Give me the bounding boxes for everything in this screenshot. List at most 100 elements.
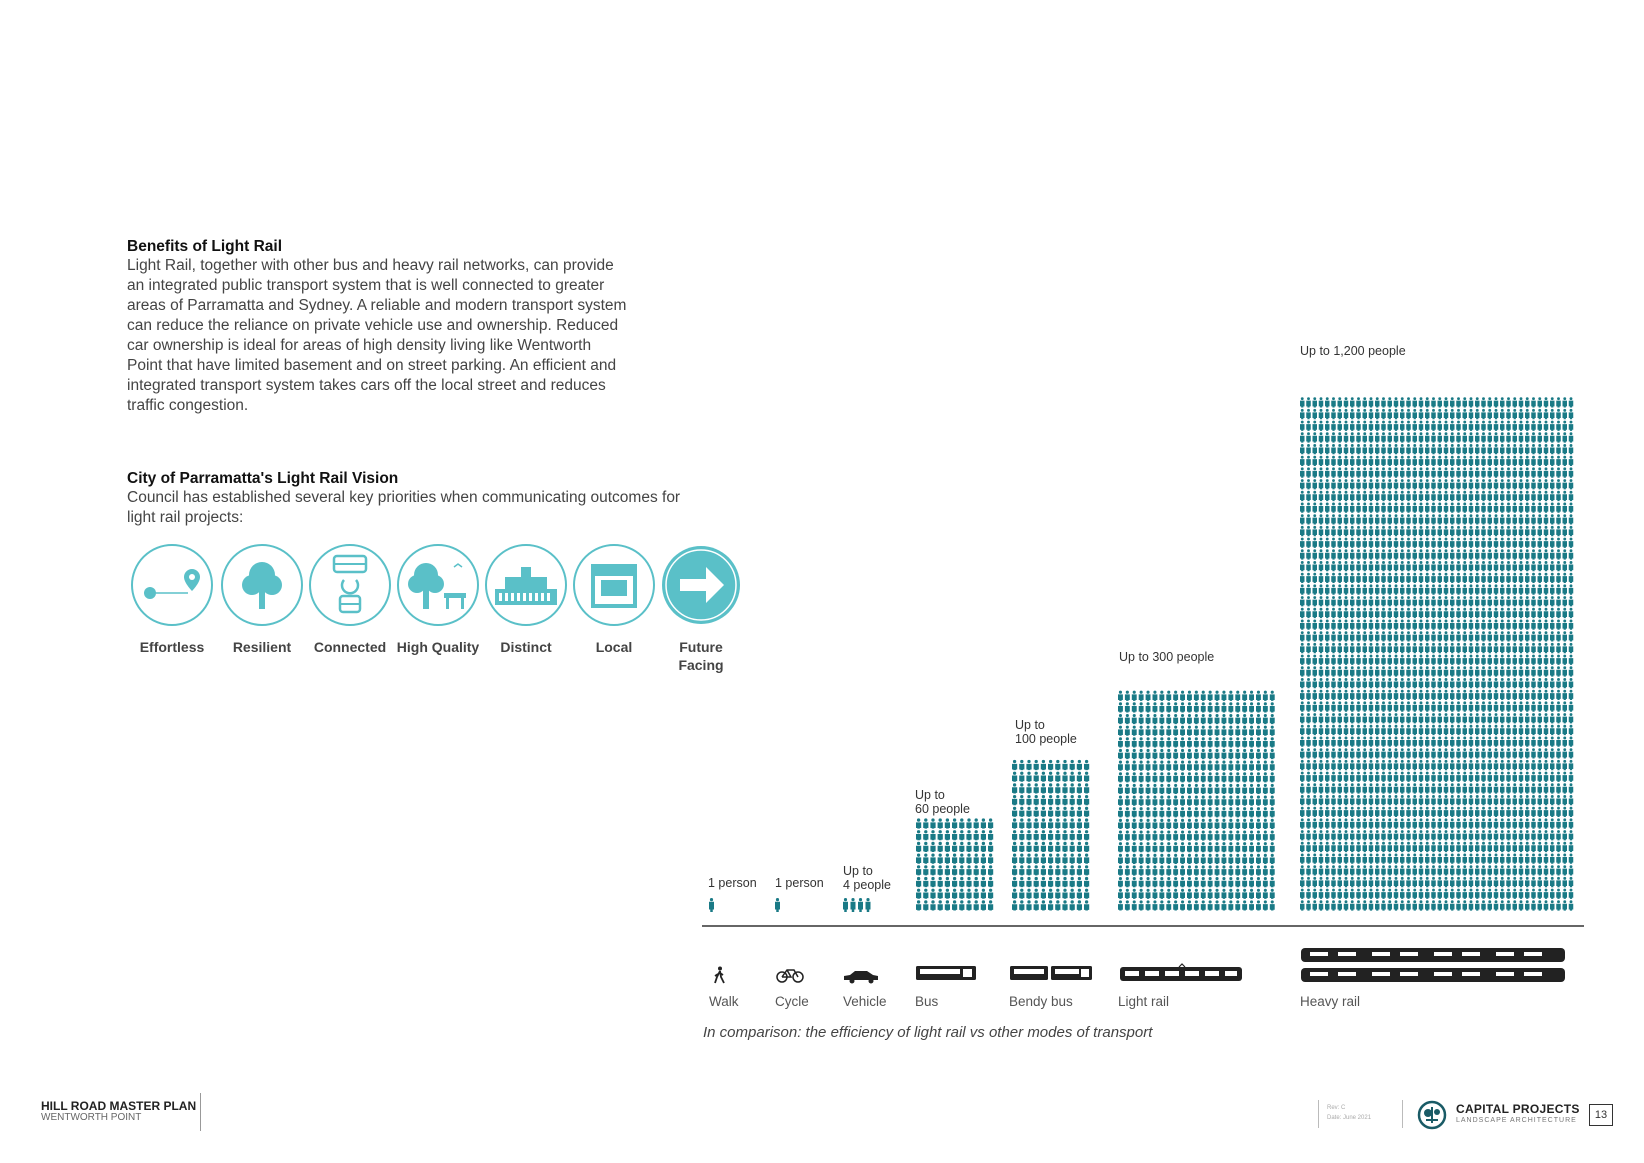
person-icon bbox=[1562, 795, 1567, 806]
person-icon bbox=[1443, 490, 1449, 502]
person-icon bbox=[1318, 619, 1324, 630]
person-icon bbox=[1475, 549, 1480, 560]
person-icon bbox=[1325, 444, 1330, 455]
person-icon bbox=[1312, 654, 1317, 665]
person-icon bbox=[1325, 736, 1330, 747]
person-icon bbox=[1418, 654, 1424, 665]
person-icon bbox=[1269, 877, 1275, 888]
person-icon bbox=[1325, 607, 1330, 619]
person-icon bbox=[1518, 748, 1524, 759]
person-icon bbox=[944, 900, 950, 911]
person-icon bbox=[1412, 689, 1417, 700]
person-icon bbox=[1543, 631, 1549, 642]
person-icon bbox=[952, 876, 958, 888]
person-icon bbox=[1343, 631, 1349, 642]
person-icon bbox=[1325, 408, 1330, 420]
person-icon bbox=[1562, 888, 1567, 899]
person-icon bbox=[1306, 818, 1311, 829]
person-icon bbox=[1456, 900, 1461, 911]
benefits-line: can reduce the reliance on private vehic… bbox=[127, 317, 619, 334]
person-icon bbox=[1207, 818, 1213, 829]
person-icon bbox=[1069, 818, 1075, 829]
person-icon bbox=[1362, 713, 1367, 724]
person-icon bbox=[1381, 724, 1386, 736]
person-icon bbox=[1306, 514, 1311, 525]
person-icon bbox=[1456, 666, 1461, 677]
person-icon bbox=[923, 876, 929, 888]
person-icon bbox=[1493, 479, 1499, 490]
person-icon bbox=[1062, 865, 1068, 876]
person-icon bbox=[1456, 689, 1461, 700]
person-icon bbox=[1562, 479, 1567, 490]
person-icon bbox=[1306, 584, 1311, 595]
person-icon bbox=[1456, 713, 1461, 724]
person-icon bbox=[1312, 584, 1317, 595]
person-icon bbox=[1152, 877, 1158, 888]
person-icon bbox=[1300, 584, 1305, 595]
person-icon bbox=[1487, 771, 1492, 782]
person-icon bbox=[1124, 748, 1130, 760]
person-icon bbox=[1306, 408, 1311, 420]
person-icon bbox=[1207, 830, 1213, 841]
person-icon bbox=[1531, 701, 1536, 712]
person-icon bbox=[1443, 432, 1449, 443]
person-icon bbox=[1493, 689, 1499, 700]
person-icon bbox=[1412, 537, 1417, 548]
person-icon bbox=[1256, 865, 1261, 876]
person-icon bbox=[1506, 783, 1511, 794]
person-icon bbox=[1200, 795, 1206, 806]
person-icon bbox=[1425, 584, 1430, 595]
person-icon bbox=[1400, 607, 1405, 619]
person-icon bbox=[1443, 853, 1449, 864]
footer-divider bbox=[1318, 1100, 1319, 1128]
person-icon bbox=[1306, 561, 1311, 572]
person-icon bbox=[1337, 654, 1342, 665]
person-icon bbox=[1475, 619, 1480, 630]
person-icon bbox=[1356, 853, 1361, 864]
person-icon bbox=[937, 888, 943, 899]
person-icon bbox=[1221, 795, 1227, 806]
person-icon bbox=[1568, 736, 1574, 747]
person-icon bbox=[1456, 584, 1461, 595]
person-icon bbox=[1512, 759, 1517, 771]
person-icon bbox=[1159, 783, 1165, 795]
person-icon bbox=[1214, 725, 1220, 736]
person-icon bbox=[1506, 490, 1511, 502]
person-icon bbox=[1550, 572, 1555, 583]
person-icon bbox=[1550, 654, 1555, 665]
person-icon bbox=[1318, 642, 1324, 654]
person-icon bbox=[1443, 502, 1449, 513]
person-icon bbox=[1525, 888, 1530, 899]
person-icon bbox=[1337, 572, 1342, 583]
person-icon bbox=[1331, 502, 1336, 513]
person-icon bbox=[1069, 876, 1075, 888]
person-icon bbox=[1375, 561, 1380, 572]
person-icon bbox=[1387, 525, 1392, 537]
person-icon bbox=[1145, 830, 1151, 841]
person-icon bbox=[1568, 900, 1574, 911]
person-icon bbox=[1262, 760, 1268, 771]
person-icon bbox=[1425, 888, 1430, 899]
person-icon bbox=[1443, 666, 1449, 677]
person-icon bbox=[1412, 514, 1417, 525]
person-icon bbox=[1537, 783, 1542, 794]
person-icon bbox=[1562, 689, 1567, 700]
person-icon bbox=[1343, 654, 1349, 665]
person-icon bbox=[1475, 736, 1480, 747]
person-icon bbox=[1512, 584, 1517, 595]
person-icon bbox=[1512, 444, 1517, 455]
person-icon bbox=[1318, 408, 1324, 420]
person-icon bbox=[1242, 795, 1248, 806]
person-icon bbox=[1312, 502, 1317, 513]
person-icon bbox=[1138, 830, 1144, 841]
person-icon bbox=[937, 841, 943, 852]
person-icon bbox=[1228, 865, 1234, 876]
person-icon bbox=[1200, 853, 1206, 864]
person-icon bbox=[1131, 690, 1137, 701]
person-icon bbox=[1425, 397, 1430, 408]
person-icon bbox=[1306, 549, 1311, 560]
person-icon bbox=[1443, 818, 1449, 829]
person-icon bbox=[1214, 760, 1220, 771]
person-icon bbox=[1431, 830, 1436, 841]
person-icon bbox=[1381, 561, 1386, 572]
